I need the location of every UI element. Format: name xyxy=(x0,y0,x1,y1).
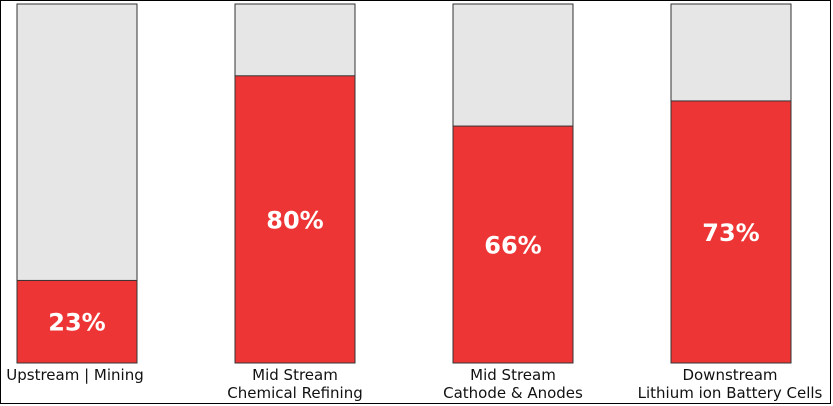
data-label-3: 66% xyxy=(484,232,541,260)
data-label-4: 73% xyxy=(702,219,759,247)
bar-value-2 xyxy=(234,75,356,364)
category-label-1-line-1: Upstream | Mining xyxy=(6,366,143,384)
bars-group: 23% 80% 66% 73% xyxy=(16,3,792,364)
category-label-2-line-2: Chemical Refining xyxy=(227,384,363,402)
bar-value-1 xyxy=(16,279,138,364)
category-label-3-line-2: Cathode & Anodes xyxy=(443,384,583,402)
bar-value-4 xyxy=(670,100,792,364)
bar-value-3 xyxy=(452,125,574,364)
category-label-4-line-2: Lithium ion Battery Cells xyxy=(638,384,823,402)
category-label-3-line-1: Mid Stream xyxy=(470,366,556,384)
data-label-2: 80% xyxy=(266,206,323,234)
category-label-4-line-1: Downstream xyxy=(682,366,777,384)
category-label-2-line-1: Mid Stream xyxy=(252,366,338,384)
data-label-1: 23% xyxy=(48,309,105,337)
